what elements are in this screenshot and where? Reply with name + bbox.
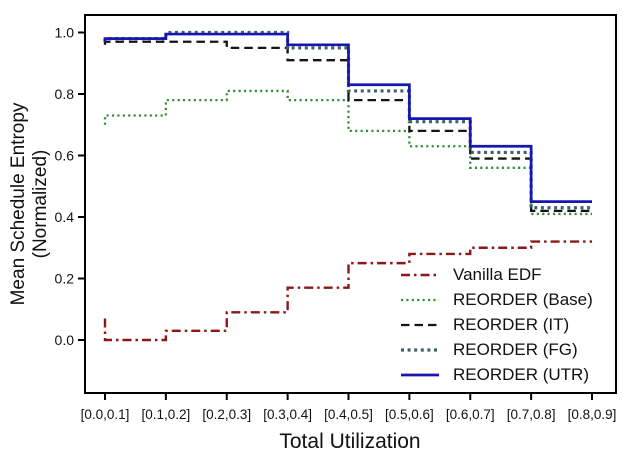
legend-line-sample xyxy=(401,298,439,301)
x-tick-label: [0.6,0.7] xyxy=(446,407,495,422)
legend: Vanilla EDF REORDER (Base) REORDER (IT) REO… xyxy=(400,262,593,388)
x-tick-label: [0.1,0.2] xyxy=(141,407,190,422)
x-axis-ticks: [0.0,0.1] [0.1,0.2] [0.2,0.3] [0.3,0.4] [0.4… xyxy=(81,393,617,422)
y-axis-label-line1: Mean Schedule Entropy xyxy=(8,102,29,305)
x-tick-label: [0.3,0.4] xyxy=(263,407,312,422)
legend-item: REORDER (IT) xyxy=(400,312,593,337)
x-axis-label: Total Utilization xyxy=(279,430,420,453)
legend-line-sample xyxy=(401,273,439,276)
legend-label: REORDER (FG) xyxy=(453,340,578,360)
y-tick-label: 0.2 xyxy=(55,271,75,287)
x-tick-label: [0.0,0.1] xyxy=(81,407,130,422)
legend-label: REORDER (IT) xyxy=(453,314,570,334)
plot-frame xyxy=(84,14,617,394)
y-tick-label: 1.0 xyxy=(55,25,75,41)
y-tick-label: 0.6 xyxy=(55,148,75,164)
x-tick-label: [0.8,0.9] xyxy=(568,407,617,422)
y-tick-label: 0.4 xyxy=(55,209,75,225)
x-tick-label: [0.4,0.5] xyxy=(324,407,373,422)
legend-item: REORDER (UTR) xyxy=(400,363,593,388)
y-tick-label: 0.8 xyxy=(55,86,75,102)
legend-label: Vanilla EDF xyxy=(453,264,542,284)
legend-item: REORDER (Base) xyxy=(400,287,593,312)
legend-item: Vanilla EDF xyxy=(400,262,593,287)
legend-label: REORDER (UTR) xyxy=(453,365,589,385)
legend-line-sample xyxy=(401,323,439,327)
y-axis-ticks: 1.0 0.8 0.6 0.4 0.2 0.0 xyxy=(55,25,85,348)
series-line-reorder-utr xyxy=(103,32,592,203)
legend-line-sample xyxy=(401,373,439,377)
y-axis-label-line2: (Normalized) xyxy=(30,150,51,259)
series-lines xyxy=(103,30,592,342)
legend-item: REORDER (FG) xyxy=(400,338,593,363)
x-tick-label: [0.5,0.6] xyxy=(385,407,434,422)
x-tick-label: [0.2,0.3] xyxy=(202,407,251,422)
x-tick-label: [0.7,0.8] xyxy=(507,407,556,422)
legend-label: REORDER (Base) xyxy=(453,289,593,309)
series-line-vanilla-edf xyxy=(103,240,592,342)
legend-line-sample xyxy=(401,348,439,352)
y-tick-label: 0.0 xyxy=(55,332,75,348)
